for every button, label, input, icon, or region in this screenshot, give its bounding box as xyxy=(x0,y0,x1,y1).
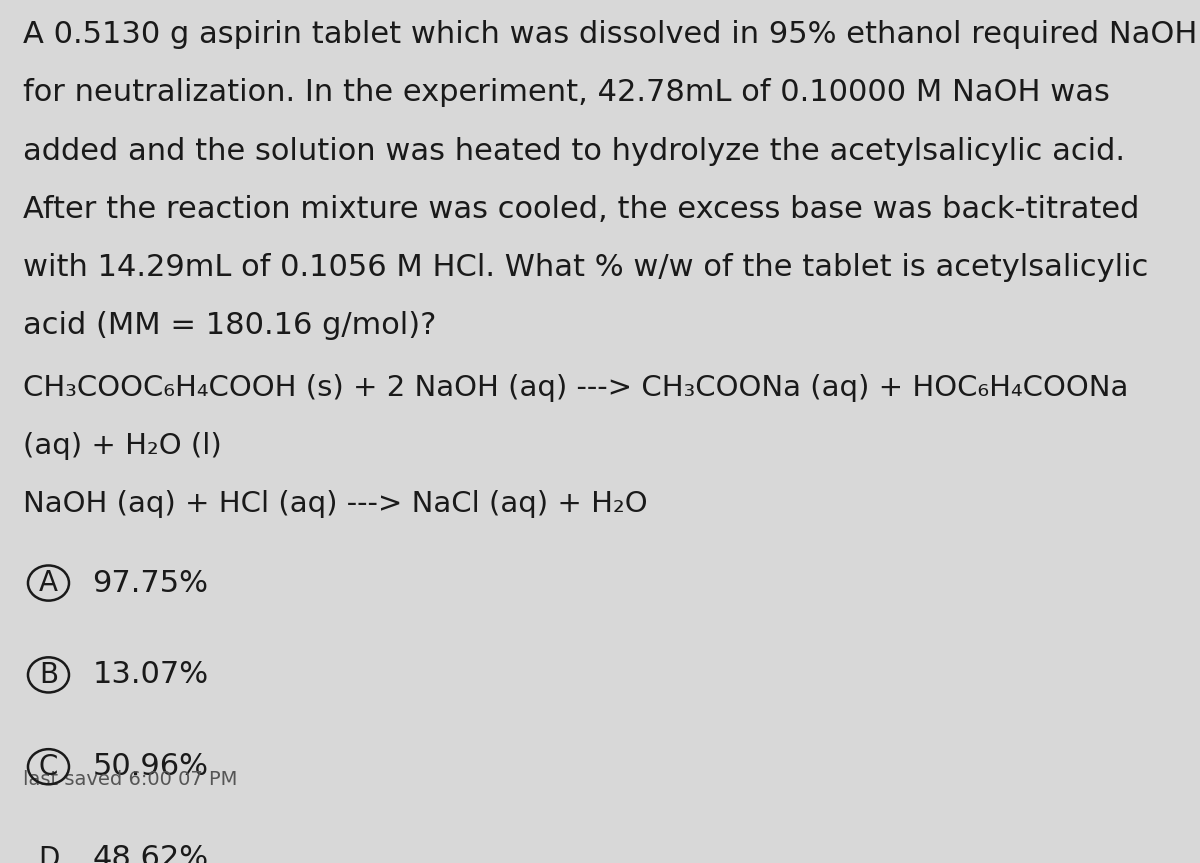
Text: CH₃COOC₆H₄COOH (s) + 2 NaOH (aq) ---> CH₃COONa (aq) + HOC₆H₄COONa: CH₃COOC₆H₄COOH (s) + 2 NaOH (aq) ---> CH… xyxy=(23,374,1129,402)
Text: A: A xyxy=(38,569,58,597)
Text: acid (MM = 180.16 g/mol)?: acid (MM = 180.16 g/mol)? xyxy=(23,312,437,340)
Text: 48.62%: 48.62% xyxy=(92,844,209,863)
Text: with 14.29mL of 0.1056 M HCl. What % w/w of the tablet is acetylsalicylic: with 14.29mL of 0.1056 M HCl. What % w/w… xyxy=(23,253,1148,282)
Text: B: B xyxy=(38,661,58,689)
Text: NaOH (aq) + HCl (aq) ---> NaCl (aq) + H₂O: NaOH (aq) + HCl (aq) ---> NaCl (aq) + H₂… xyxy=(23,490,648,519)
Text: D: D xyxy=(37,845,59,863)
Text: for neutralization. In the experiment, 42.78mL of 0.10000 M NaOH was: for neutralization. In the experiment, 4… xyxy=(23,79,1110,107)
Text: 97.75%: 97.75% xyxy=(92,569,209,597)
Text: 50.96%: 50.96% xyxy=(92,753,209,781)
Text: added and the solution was heated to hydrolyze the acetylsalicylic acid.: added and the solution was heated to hyd… xyxy=(23,136,1126,166)
Text: 13.07%: 13.07% xyxy=(92,660,209,690)
Text: C: C xyxy=(38,753,58,781)
Text: last saved 6:00 07 PM: last saved 6:00 07 PM xyxy=(23,770,238,789)
Text: (aq) + H₂O (l): (aq) + H₂O (l) xyxy=(23,432,222,460)
Text: A 0.5130 g aspirin tablet which was dissolved in 95% ethanol required NaOH: A 0.5130 g aspirin tablet which was diss… xyxy=(23,20,1198,49)
Text: After the reaction mixture was cooled, the excess base was back-titrated: After the reaction mixture was cooled, t… xyxy=(23,195,1140,224)
